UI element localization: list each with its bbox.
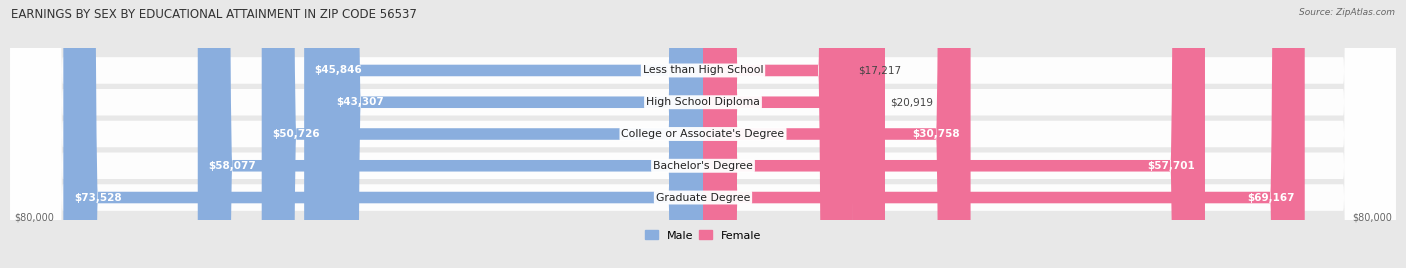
FancyBboxPatch shape [10, 0, 1396, 268]
Text: $69,167: $69,167 [1247, 192, 1295, 203]
Text: $57,701: $57,701 [1147, 161, 1195, 171]
Text: $43,307: $43,307 [336, 97, 384, 107]
FancyBboxPatch shape [703, 0, 1205, 268]
Legend: Male, Female: Male, Female [640, 226, 766, 245]
Text: $80,000: $80,000 [14, 212, 53, 222]
Text: EARNINGS BY SEX BY EDUCATIONAL ATTAINMENT IN ZIP CODE 56537: EARNINGS BY SEX BY EDUCATIONAL ATTAINMEN… [11, 8, 418, 21]
Text: College or Associate's Degree: College or Associate's Degree [621, 129, 785, 139]
FancyBboxPatch shape [63, 0, 703, 268]
Text: $20,919: $20,919 [890, 97, 934, 107]
FancyBboxPatch shape [262, 0, 703, 268]
Text: $50,726: $50,726 [273, 129, 319, 139]
FancyBboxPatch shape [10, 0, 1396, 268]
Text: Bachelor's Degree: Bachelor's Degree [652, 161, 754, 171]
FancyBboxPatch shape [304, 0, 703, 268]
FancyBboxPatch shape [703, 0, 1305, 268]
FancyBboxPatch shape [10, 0, 1396, 268]
FancyBboxPatch shape [10, 0, 1396, 268]
FancyBboxPatch shape [703, 0, 970, 268]
Text: $17,217: $17,217 [858, 65, 901, 76]
Text: $45,846: $45,846 [315, 65, 363, 76]
FancyBboxPatch shape [703, 0, 884, 268]
FancyBboxPatch shape [10, 0, 1396, 268]
Text: Less than High School: Less than High School [643, 65, 763, 76]
FancyBboxPatch shape [326, 0, 703, 268]
Text: Graduate Degree: Graduate Degree [655, 192, 751, 203]
Text: $58,077: $58,077 [208, 161, 256, 171]
Text: $73,528: $73,528 [73, 192, 121, 203]
Text: Source: ZipAtlas.com: Source: ZipAtlas.com [1299, 8, 1395, 17]
FancyBboxPatch shape [198, 0, 703, 268]
FancyBboxPatch shape [703, 0, 853, 268]
Text: $80,000: $80,000 [1353, 212, 1392, 222]
Text: High School Diploma: High School Diploma [647, 97, 759, 107]
Text: $30,758: $30,758 [912, 129, 960, 139]
